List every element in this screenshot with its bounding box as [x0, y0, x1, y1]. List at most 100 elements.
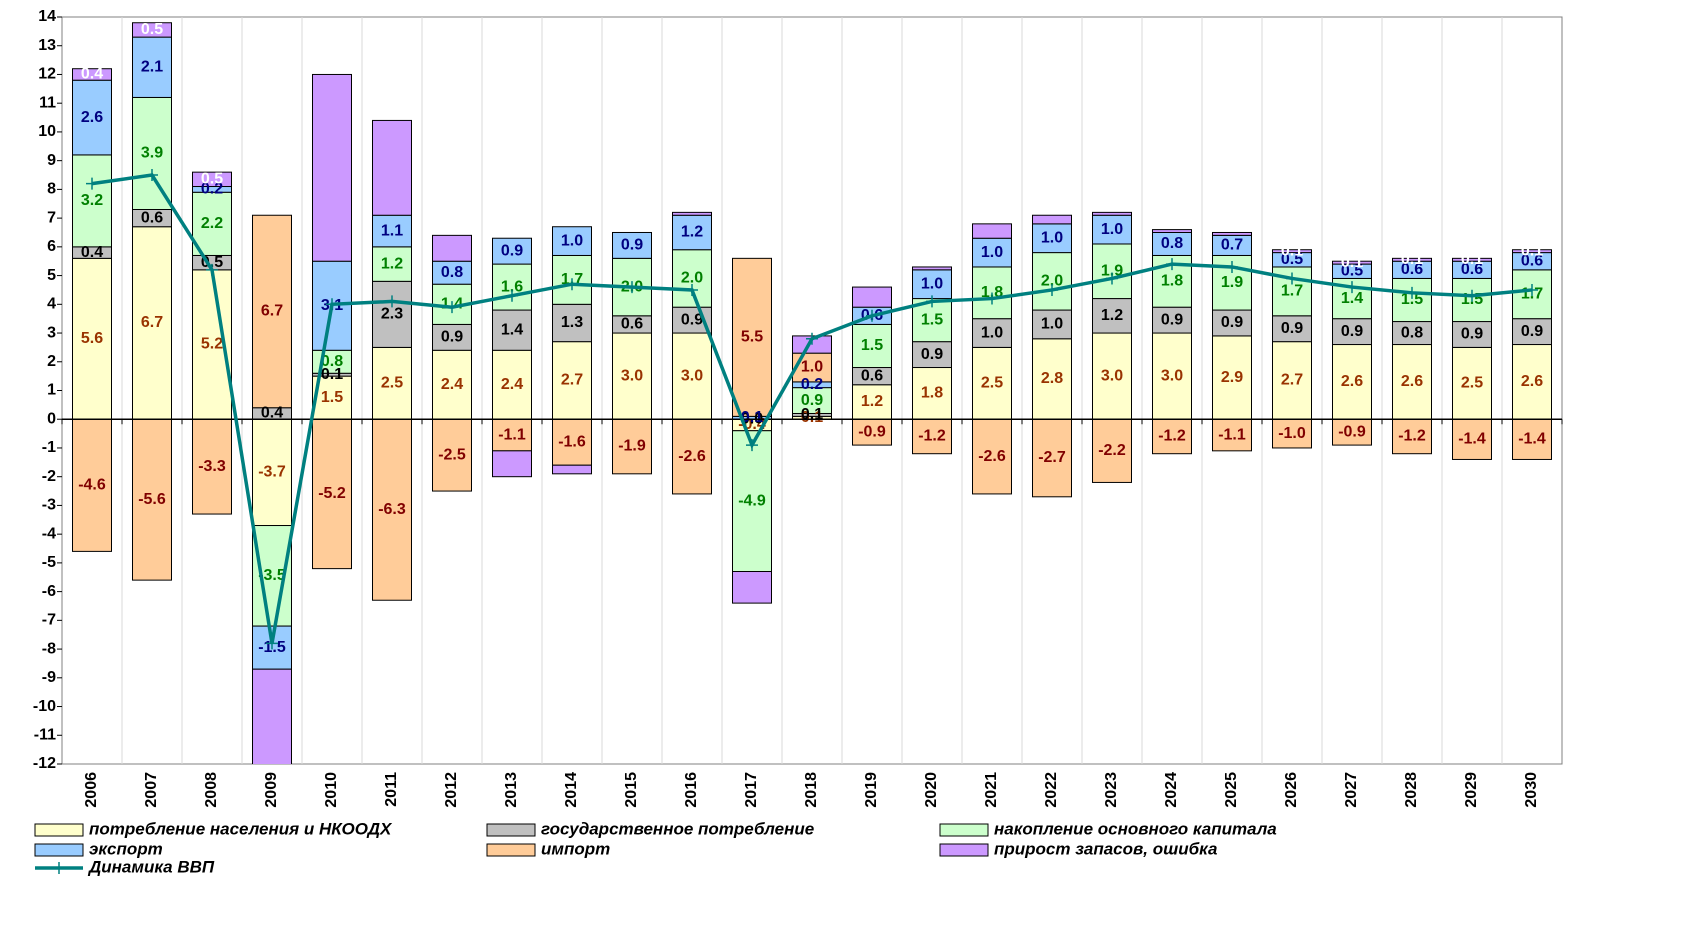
- bar-segment: [1512, 249, 1552, 254]
- gdp-marker: [926, 295, 938, 308]
- data-label: 0.6: [1461, 261, 1483, 278]
- data-label: 0.6: [141, 209, 163, 226]
- data-label: 0.9: [921, 346, 943, 363]
- legend-label: прирост запасов, ошибка: [994, 839, 1217, 858]
- y-tick-label: -9: [42, 669, 56, 686]
- legend-label: потребление населения и НКООДХ: [89, 819, 393, 838]
- data-label: 3.0: [681, 367, 703, 384]
- y-tick-label: -8: [42, 640, 56, 657]
- x-tick-label: 2019: [863, 772, 880, 808]
- data-label: 2.2: [201, 215, 223, 232]
- data-label: -1.4: [1458, 431, 1486, 448]
- data-label: -4.6: [78, 477, 106, 494]
- y-tick-label: -3: [42, 497, 56, 514]
- bar-segment: [852, 286, 892, 308]
- data-label: 2.4: [501, 376, 523, 393]
- data-label: 0.9: [1461, 326, 1483, 343]
- data-label: 1.0: [921, 275, 943, 292]
- bar-segment: [1212, 418, 1252, 452]
- y-tick-label: -2: [42, 468, 56, 485]
- gdp-marker: [146, 169, 158, 182]
- x-tick-label: 2025: [1223, 772, 1240, 808]
- data-label: 1.5: [921, 311, 943, 328]
- y-tick-label: 3: [47, 324, 56, 341]
- data-label: 0.1: [1521, 242, 1543, 259]
- data-label: 2.0: [1041, 273, 1063, 290]
- data-label: 2.4: [441, 376, 463, 393]
- data-label: 0.6: [1401, 261, 1423, 278]
- gdp-marker: [506, 289, 518, 302]
- data-label: -1.9: [618, 438, 646, 455]
- bar-segment: [1152, 229, 1192, 233]
- bar-segment: [192, 418, 232, 515]
- x-tick-label: 2023: [1103, 772, 1120, 808]
- x-tick-label: 2015: [623, 772, 640, 808]
- x-tick-label: 2014: [563, 772, 580, 808]
- legend-label: экспорт: [89, 839, 163, 858]
- data-label: 0.6: [861, 367, 883, 384]
- gdp-marker: [746, 439, 758, 452]
- bar-segment: [972, 418, 1012, 495]
- bar-segment: [492, 450, 532, 478]
- y-tick-label: 7: [47, 209, 56, 226]
- bar-segment: [612, 231, 652, 259]
- bar-segment: [492, 237, 532, 265]
- bar-segment: [1332, 418, 1372, 446]
- x-tick-label: 2029: [1463, 772, 1480, 808]
- gdp-marker: [386, 295, 398, 308]
- x-tick-label: 2030: [1523, 772, 1540, 808]
- bar-segment: [1512, 418, 1552, 460]
- data-label: 0.2: [801, 376, 823, 393]
- data-label: 2.9: [1221, 369, 1243, 386]
- bar-segment: [432, 418, 472, 492]
- bar-segment: [72, 257, 112, 420]
- bar-segment: [72, 68, 112, 81]
- data-label: -1.2: [1398, 428, 1426, 445]
- gdp-marker: [1286, 272, 1298, 285]
- legend-label: государственное потребление: [541, 819, 814, 838]
- x-tick-label: 2018: [803, 772, 820, 808]
- gdp-marker: [1466, 289, 1478, 302]
- gdp-marker: [206, 263, 218, 276]
- x-tick-label: 2021: [983, 772, 1000, 808]
- data-label: 1.0: [1041, 316, 1063, 333]
- bar-segment: [1092, 243, 1132, 300]
- data-label: 0.1: [1281, 242, 1303, 259]
- data-label: 1.5: [861, 337, 883, 354]
- data-label: 3.0: [1161, 367, 1183, 384]
- data-label: 0.1: [801, 409, 823, 426]
- data-label: 0.5: [1281, 251, 1303, 268]
- bar-segment: [672, 214, 712, 251]
- bar-segment: [372, 119, 412, 216]
- data-label: 1.4: [1341, 290, 1363, 307]
- data-label: 2.5: [381, 375, 403, 392]
- bar-segment: [1152, 332, 1192, 420]
- bar-segment: [1332, 260, 1372, 265]
- bar-segment: [612, 418, 652, 475]
- data-label: 1.0: [1041, 229, 1063, 246]
- bar-segment: [492, 349, 532, 420]
- data-label: -6.3: [378, 501, 406, 518]
- data-label: 0.6: [621, 316, 643, 333]
- data-label: 0.7: [1221, 237, 1243, 254]
- data-label: 2.7: [1281, 372, 1303, 389]
- x-tick-label: 2017: [743, 772, 760, 808]
- bar-segment: [1032, 214, 1072, 225]
- legend-swatch: [939, 843, 989, 857]
- data-label: 2.7: [561, 372, 583, 389]
- data-label: 1.9: [1221, 274, 1243, 291]
- bar-segment: [372, 418, 412, 601]
- data-label: 2.1: [141, 58, 163, 75]
- data-label: 2.0: [681, 270, 703, 287]
- gdp-marker: [686, 283, 698, 296]
- data-label: 0.9: [621, 237, 643, 254]
- legend-marker: [53, 862, 65, 874]
- data-label: -5.6: [138, 491, 166, 508]
- data-label: 2.6: [1401, 373, 1423, 390]
- bar-segment: [1212, 231, 1252, 236]
- x-tick-label: 2006: [83, 772, 100, 808]
- data-label: 1.8: [921, 385, 943, 402]
- bar-segment: [492, 263, 532, 311]
- data-label: 0.9: [681, 311, 703, 328]
- bar-segment: [1032, 418, 1072, 498]
